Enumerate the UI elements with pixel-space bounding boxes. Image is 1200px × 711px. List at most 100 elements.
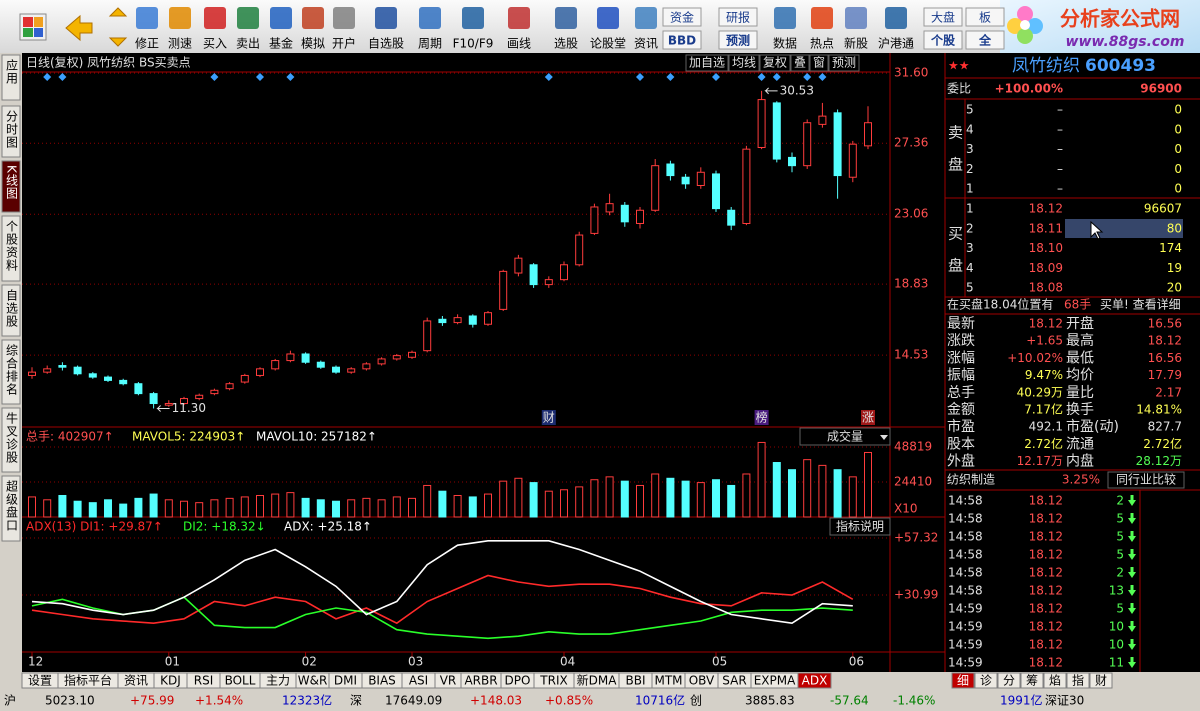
sidebar-label[interactable]: 综合排名 (5, 344, 19, 396)
toolbar-button[interactable]: 基金 (269, 36, 293, 51)
toolbar-icon[interactable] (136, 7, 158, 29)
tab-label[interactable]: BBI (625, 674, 645, 688)
chart-button-label[interactable]: 预测 (832, 56, 856, 70)
tab-label[interactable]: DMI (334, 674, 357, 688)
toolbar-button[interactable]: 资金 (670, 10, 694, 25)
position-link[interactable]: 买单! 查看详细 (1100, 297, 1181, 312)
toolbar-icon[interactable] (419, 7, 441, 29)
sidebar-label[interactable]: 分时图 (5, 110, 19, 149)
toolbar-box[interactable] (718, 30, 758, 50)
toolbar-box[interactable] (965, 30, 1005, 50)
event-badge[interactable] (541, 410, 556, 425)
toolbar-icon[interactable] (635, 7, 657, 29)
sidebar-label[interactable]: 应用 (5, 58, 19, 85)
sidebar-tab[interactable] (1, 215, 21, 282)
tab-label[interactable]: 新DMA (577, 673, 618, 688)
toolbar-box[interactable] (923, 7, 963, 27)
tab-label[interactable]: 主力 (266, 674, 290, 688)
toolbar-box[interactable] (718, 7, 758, 27)
tab-label[interactable]: 资讯 (124, 674, 148, 688)
chart-button-label[interactable]: 叠 (794, 56, 806, 70)
toolbar-icon[interactable] (237, 7, 259, 29)
toolbar-button[interactable]: 买入 (203, 37, 227, 51)
toolbar-icon[interactable] (375, 7, 397, 29)
toolbar-button[interactable]: 新股 (844, 36, 868, 51)
event-label[interactable]: 财 (543, 411, 555, 425)
toolbar-icon[interactable] (508, 7, 530, 29)
toolbar-button[interactable]: 开户 (332, 36, 356, 51)
chart-button-label[interactable]: 加自选 (689, 56, 725, 70)
tab-label[interactable]: ASI (409, 674, 428, 688)
toolbar-button[interactable]: 沪港通 (878, 37, 914, 51)
chart-button-label[interactable]: 窗 (813, 56, 825, 70)
toolbar-button[interactable]: 数据 (773, 36, 797, 51)
tab-label[interactable]: ADX (802, 674, 828, 688)
toolbar-icon[interactable] (845, 7, 867, 29)
toolbar-button[interactable]: 大盘 (931, 10, 955, 25)
tab[interactable] (997, 672, 1021, 689)
sidebar-tab[interactable] (1, 160, 21, 213)
toolbar-button[interactable]: 研报 (726, 10, 750, 25)
toolbar-button[interactable]: 论股堂 (590, 37, 626, 51)
tab-label[interactable]: RSI (194, 674, 214, 688)
tab-label[interactable]: 诊 (980, 674, 992, 688)
toolbar-button[interactable]: 卖出 (236, 37, 260, 51)
chart-button-label[interactable]: 均线 (732, 56, 756, 70)
toolbar-button[interactable]: 资讯 (634, 37, 658, 51)
sidebar-tab[interactable] (1, 407, 21, 473)
tab[interactable] (797, 672, 832, 689)
event-badge[interactable] (861, 410, 875, 425)
tab-label[interactable]: KDJ (160, 674, 181, 688)
sidebar-tab[interactable] (1, 54, 21, 101)
toolbar-button[interactable]: 个股 (930, 33, 956, 48)
tab-label[interactable]: BIAS (368, 674, 396, 688)
chart-button[interactable] (790, 54, 810, 72)
tab[interactable] (1043, 672, 1067, 689)
up-icon[interactable] (108, 7, 128, 17)
tab[interactable] (951, 672, 975, 689)
toolbar-button[interactable]: 预测 (726, 33, 750, 48)
toolbar-button[interactable]: 自选股 (368, 37, 404, 51)
toolbar-icon[interactable] (270, 7, 292, 29)
tab-label[interactable]: SAR (722, 674, 746, 688)
toolbar-button[interactable]: 测速 (168, 37, 192, 51)
chart-button[interactable] (828, 54, 860, 72)
compare-label[interactable]: 同行业比较 (1116, 472, 1176, 487)
event-label[interactable]: 涨 (862, 410, 874, 425)
toolbar-icon[interactable] (302, 7, 324, 29)
sidebar-label[interactable]: 超级盘口 (5, 479, 19, 532)
toolbar-button[interactable]: 选股 (554, 37, 578, 51)
toolbar-button[interactable]: 热点 (810, 37, 834, 51)
toolbar-icon[interactable] (204, 7, 226, 29)
sidebar-tab[interactable] (1, 284, 21, 337)
sidebar-tab[interactable] (1, 105, 21, 158)
back-icon[interactable] (65, 14, 93, 42)
toolbar-icon[interactable] (169, 7, 191, 29)
tab-label[interactable]: 焰 (1049, 673, 1061, 688)
sidebar-label[interactable]: 牛叉诊股 (5, 411, 19, 464)
sidebar-tab[interactable] (1, 475, 21, 542)
tab-label[interactable]: 指 (1072, 673, 1084, 688)
down-icon[interactable] (108, 37, 128, 47)
event-label[interactable]: 榜 (756, 410, 768, 425)
toolbar-box[interactable] (662, 30, 702, 50)
tab-label[interactable]: 财 (1095, 674, 1107, 688)
tab-label[interactable]: 分 (1003, 674, 1015, 688)
toolbar-icon[interactable] (811, 7, 833, 29)
toolbar-button[interactable]: F10/F9 (453, 37, 494, 51)
event-badge[interactable] (754, 410, 769, 425)
tab-label[interactable]: 筹 (1026, 674, 1038, 688)
tab[interactable] (974, 672, 998, 689)
tab-label[interactable]: 细 (957, 674, 969, 688)
indicator-help[interactable] (829, 517, 891, 536)
toolbar-button[interactable]: 周期 (418, 37, 442, 51)
dropdown[interactable] (799, 427, 891, 446)
indicator-help-label[interactable]: 指标说明 (836, 519, 884, 534)
toolbar-box[interactable] (923, 30, 963, 50)
toolbar-box[interactable] (662, 7, 702, 27)
toolbar-icon[interactable] (555, 7, 577, 29)
tab[interactable] (1089, 672, 1113, 689)
tab-label[interactable]: 设置 (28, 674, 52, 688)
toolbar-button[interactable]: 修正 (135, 36, 159, 51)
toolbar-box[interactable] (965, 7, 1005, 27)
